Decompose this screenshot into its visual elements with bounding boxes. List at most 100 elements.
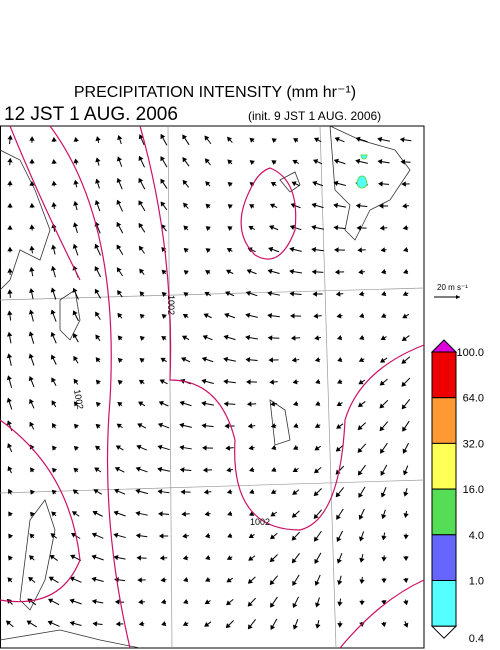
wind-head (336, 536, 342, 542)
wind-head (8, 555, 13, 561)
wind-head (271, 466, 277, 472)
init-time: (init. 9 JST 1 AUG. 2006) (248, 109, 381, 123)
wind-head (117, 357, 123, 363)
wind-head (160, 178, 166, 184)
wind-head (6, 353, 13, 359)
wind-head (203, 313, 209, 319)
wind-head (204, 135, 210, 141)
wind-head (271, 138, 277, 144)
wind-head (336, 514, 341, 520)
wind-head (270, 602, 275, 608)
wind-head (227, 226, 233, 231)
wind-head (223, 334, 229, 340)
wind-head (48, 598, 54, 604)
wind-head (117, 379, 123, 385)
wind-head (379, 225, 385, 231)
wind-head (69, 576, 75, 582)
wind-head (180, 489, 185, 495)
wind-head (182, 179, 188, 186)
wind-head (223, 356, 229, 363)
lat-line (0, 287, 425, 301)
wind-head (337, 623, 343, 628)
wind-head (73, 179, 79, 185)
wind-head (52, 445, 57, 451)
wind-head (28, 309, 35, 315)
wind-head (72, 243, 78, 249)
coast (279, 171, 301, 193)
wind-head (7, 202, 13, 208)
isobar (9, 125, 81, 281)
wind-head (29, 158, 35, 164)
wind-head (378, 181, 383, 187)
wind-head (402, 291, 408, 297)
colorbar-segment (431, 351, 457, 399)
wind-head (7, 157, 13, 163)
lat-line (0, 479, 425, 494)
wind-head (290, 335, 296, 341)
wind-head (91, 576, 97, 582)
wind-head (269, 557, 275, 563)
wind-head (7, 331, 13, 337)
wind-head (50, 287, 56, 293)
wind-head (355, 136, 361, 142)
wind-head (402, 225, 408, 231)
wind-head (225, 623, 231, 629)
wind-head (403, 556, 409, 562)
wind-head (337, 601, 343, 607)
wind-head (358, 492, 364, 498)
graticule (0, 125, 425, 649)
wind-head (381, 269, 387, 275)
wind-head (159, 379, 165, 385)
wind-head (249, 511, 255, 516)
wind-head (379, 380, 385, 386)
wind-head (157, 444, 163, 450)
wind-head (48, 576, 54, 582)
wind-head (291, 558, 297, 564)
wind-head (49, 554, 55, 560)
wind-head (47, 620, 53, 626)
wind-head (28, 376, 34, 382)
wind-head (248, 555, 254, 561)
wind-head (6, 397, 12, 403)
wind-head (179, 444, 185, 451)
wind-head (116, 423, 122, 429)
wind-head (69, 620, 75, 627)
wind-head (95, 379, 101, 385)
wind-head (29, 202, 35, 208)
wind-head (28, 576, 34, 582)
wind-head (201, 356, 207, 362)
wind-head (116, 156, 122, 162)
wind-head (226, 248, 233, 253)
wind-head (182, 314, 189, 319)
wind-head (205, 181, 211, 187)
wind-head (72, 287, 78, 293)
wind-head (161, 269, 167, 275)
wind-head (357, 447, 363, 453)
wind-head (179, 467, 185, 473)
wind-head (202, 445, 207, 451)
contour-label: 1002 (166, 295, 176, 315)
wind-head (403, 268, 409, 275)
wind-head (377, 159, 383, 165)
wind-head (30, 467, 35, 473)
wind-head (359, 536, 365, 542)
wind-head (160, 156, 166, 162)
wind-head (267, 335, 273, 341)
wind-head (73, 378, 79, 384)
wind-head (205, 577, 211, 582)
wind-head (71, 511, 78, 516)
wind-head (224, 312, 230, 318)
scale-label: 20 m s⁻¹ (437, 283, 468, 292)
wind-head (50, 265, 57, 271)
wind-head (138, 177, 144, 184)
wind-head (117, 401, 123, 407)
wind-head (311, 224, 317, 231)
wind-head (29, 245, 35, 251)
wind-head (182, 335, 188, 341)
wind-head (289, 268, 295, 275)
wind-head (205, 533, 211, 539)
wind-head (113, 510, 119, 516)
wind-head (201, 400, 207, 407)
isobar (139, 125, 425, 531)
wind-head (138, 401, 144, 407)
